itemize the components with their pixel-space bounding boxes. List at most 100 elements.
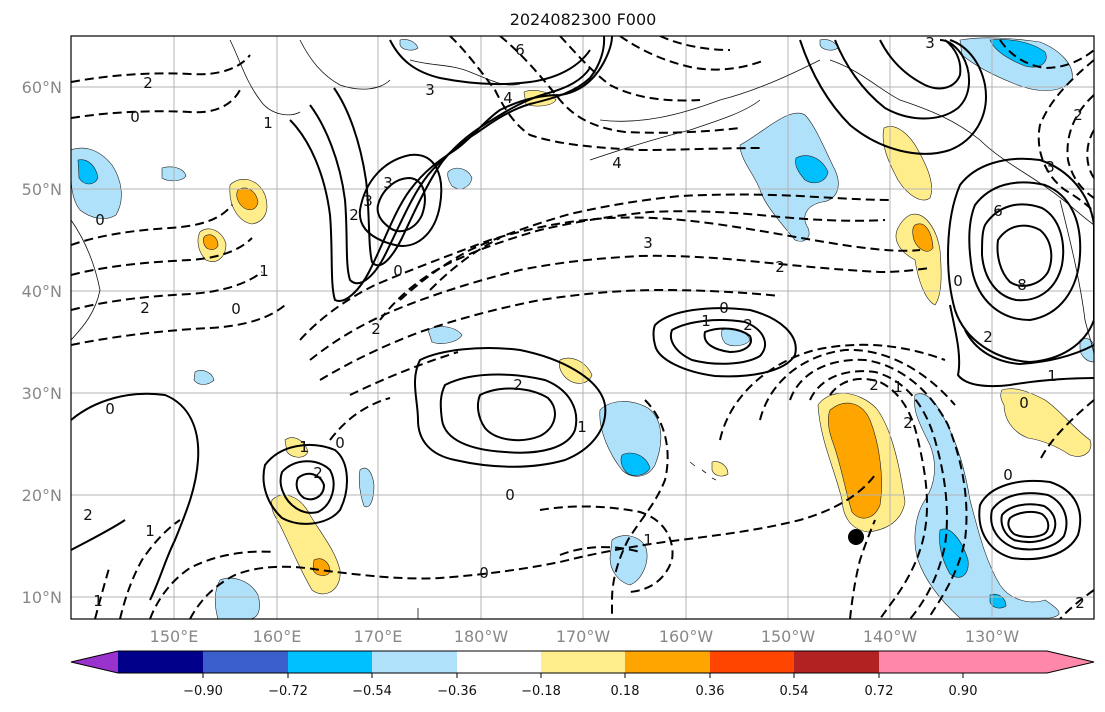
positive-anomaly-region [284, 437, 309, 458]
solid-contours [71, 36, 1094, 601]
longitude-labels: 150°E 160°E 170°E 180°W 170°W 160°W 150°… [150, 627, 1020, 646]
shaded-fields [71, 37, 1094, 619]
colorbar-tick-label: 0.18 [611, 684, 640, 699]
negative-anomaly-region [214, 577, 260, 619]
contour-label: 6 [515, 41, 525, 59]
contour-label: 4 [503, 89, 513, 107]
contour-label: 0 [393, 262, 403, 280]
contour-label: 1 [263, 114, 273, 132]
coastlines [71, 39, 1094, 619]
lon-label: 180°W [454, 627, 509, 646]
contour-label: 3 [1045, 158, 1055, 176]
lon-label: 160°E [253, 627, 302, 646]
colorbar-tick-label: 0.90 [949, 684, 978, 699]
positive-anomaly-region [203, 234, 219, 250]
colorbar-extend-max [879, 651, 1094, 673]
colorbar-bin [372, 651, 457, 673]
contour-label: 0 [231, 300, 241, 318]
negative-anomaly-region [447, 167, 473, 190]
contour-label: 0 [953, 272, 963, 290]
colorbar-tick-label: 0.72 [865, 684, 894, 699]
contour-label: 2 [349, 206, 359, 224]
negative-anomaly-region [739, 112, 839, 242]
contour-label: 3 [383, 174, 393, 192]
contour-label: 3 [425, 81, 435, 99]
colorbar-tick-label: −0.72 [268, 684, 308, 699]
contour-label: 3 [643, 234, 653, 252]
contour-label: 4 [612, 154, 622, 172]
colorbar-tick-label: 0.36 [696, 684, 725, 699]
lat-label: 40°N [22, 282, 62, 301]
dashed-contours [71, 36, 1094, 619]
contour-label: 1 [299, 438, 309, 456]
colorbar-bin [118, 651, 203, 673]
colorbar-bin [625, 651, 710, 673]
positive-anomaly-region [523, 90, 557, 107]
contour-label: 0 [105, 400, 115, 418]
colorbar-bin [288, 651, 372, 673]
lon-label: 170°W [556, 627, 611, 646]
colorbar-bin [203, 651, 288, 673]
contour-label: 1 [93, 592, 103, 610]
lon-label: 150°W [761, 627, 816, 646]
lon-label: 140°W [863, 627, 918, 646]
contour-label: 2 [775, 258, 785, 276]
lat-label: 20°N [22, 486, 62, 505]
contour-label: 2 [143, 74, 153, 92]
colorbar-tick-label: −0.90 [183, 684, 223, 699]
contour-label: 2 [983, 328, 993, 346]
contour-label: 2 [743, 316, 753, 334]
contour-label: 2 [83, 506, 93, 524]
positive-anomaly-region [912, 223, 934, 252]
contour-label: 1 [145, 522, 155, 540]
contour-label: 6 [993, 202, 1003, 220]
negative-anomaly-region [193, 370, 215, 385]
contour-label: 1 [643, 531, 653, 549]
positive-anomaly-region [1000, 388, 1092, 457]
negative-anomaly-region [358, 467, 375, 508]
lon-label: 170°E [354, 627, 403, 646]
positive-anomaly-region [711, 461, 729, 477]
negative-anomaly-region [427, 326, 463, 344]
colorbar-bin [794, 651, 879, 673]
contour-label: 1 [701, 312, 711, 330]
colorbar-tick-label: −0.36 [437, 684, 477, 699]
colorbar-extend-min [71, 651, 118, 673]
lon-label: 150°E [150, 627, 199, 646]
negative-anomaly-region [399, 39, 419, 51]
contour-label: 1 [577, 418, 587, 436]
contour-label: 3 [925, 34, 935, 52]
contour-label: 0 [95, 211, 105, 229]
contour-label: 2 [371, 320, 381, 338]
contour-label: 2 [313, 464, 323, 482]
negative-anomaly-region [1079, 338, 1094, 363]
negative-anomaly-region [599, 401, 662, 477]
contour-label: 2 [1073, 106, 1083, 124]
colorbar-tick-label: −0.54 [352, 684, 392, 699]
contour-label: 8 [1017, 276, 1027, 294]
lon-label: 160°W [659, 627, 714, 646]
positive-anomaly-region [827, 402, 882, 519]
colorbar-ticks [202, 673, 964, 678]
plot-frame [70, 35, 1095, 620]
contour-label: 0 [505, 486, 515, 504]
lat-label: 10°N [22, 588, 62, 607]
negative-anomaly-region [620, 452, 651, 476]
colorbar-tick-label: 0.54 [780, 684, 809, 699]
contour-label: 0 [1003, 466, 1013, 484]
map-title: 2024082300 F000 [509, 10, 657, 29]
colorbar-bin [541, 651, 625, 673]
negative-anomaly-region [77, 159, 99, 185]
contour-label: 0 [1019, 394, 1029, 412]
colorbar-bin [457, 651, 541, 673]
colorbar-bin [710, 651, 794, 673]
colorbar: −0.90 −0.72 −0.54 −0.36 −0.18 0.18 0.36 … [70, 650, 1095, 699]
contour-label: 0 [130, 108, 140, 126]
contour-label: 2 [903, 414, 913, 432]
negative-anomaly-region [795, 155, 829, 184]
contour-label: 2 [513, 376, 523, 394]
contour-label: 1 [893, 378, 903, 396]
contour-label: 3 [363, 192, 373, 210]
lat-label: 30°N [22, 384, 62, 403]
lon-label: 130°W [965, 627, 1020, 646]
